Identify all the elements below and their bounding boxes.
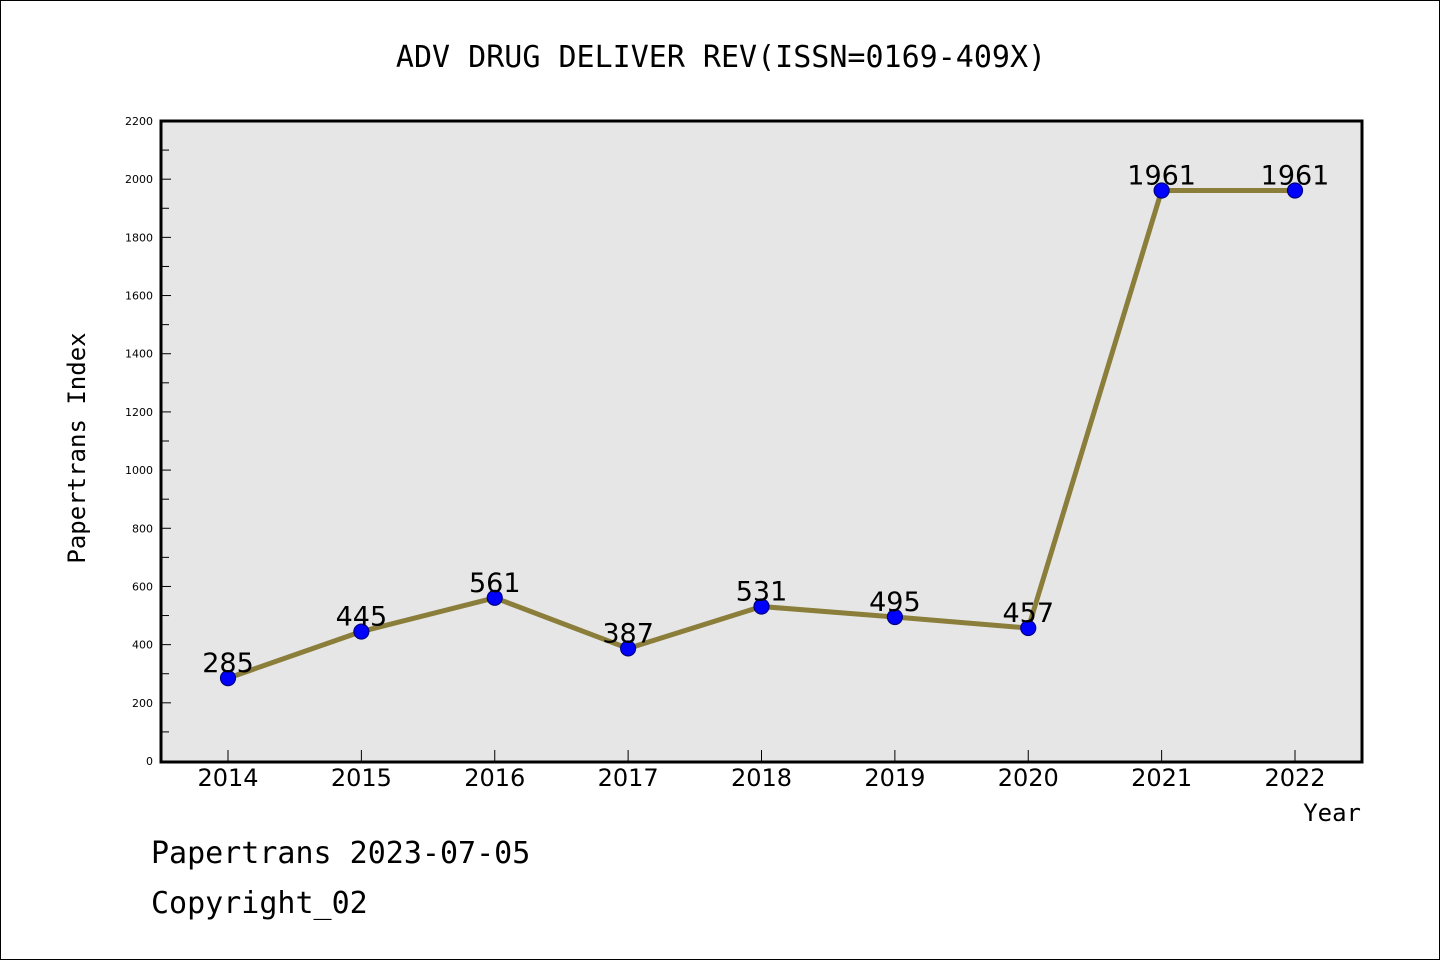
data-labels: 285 445 561 387 531 495 457 1961 1961 <box>202 161 1329 680</box>
x-tick-label: 2014 <box>197 764 258 792</box>
data-point <box>1153 182 1170 199</box>
y-axis: 0 200 400 600 800 1000 1200 1400 1600 1800 2000 220… <box>125 115 171 768</box>
y-tick-label: 0 <box>146 755 153 768</box>
x-axis: 2014 2015 2016 2017 2018 2019 2020 2021 2022 <box>197 750 1326 792</box>
y-axis-label: Papertrans Index <box>63 332 91 563</box>
data-point <box>620 640 637 657</box>
data-label: 387 <box>602 618 654 649</box>
data-point <box>486 589 503 606</box>
series-layer <box>219 182 1304 687</box>
data-label: 445 <box>336 602 388 633</box>
data-point <box>1286 182 1304 199</box>
x-tick-label: 2018 <box>731 764 792 792</box>
y-tick-label: 400 <box>132 639 153 652</box>
y-tick-label: 1000 <box>125 464 153 477</box>
y-tick-label: 2200 <box>125 115 153 128</box>
data-point <box>353 623 370 640</box>
y-tick-label: 200 <box>132 697 153 710</box>
x-axis-label: Year <box>1303 799 1361 827</box>
x-tick-label: 2016 <box>464 764 525 792</box>
x-tick-label: 2022 <box>1264 764 1325 792</box>
data-point <box>219 669 237 687</box>
data-label: 531 <box>736 577 788 608</box>
data-label: 495 <box>869 587 921 618</box>
y-tick-label: 1800 <box>125 231 153 244</box>
data-point <box>753 598 770 615</box>
data-point <box>1020 619 1037 637</box>
footer-date-text: Papertrans 2023-07-05 <box>151 836 531 871</box>
x-tick-label: 2021 <box>1131 764 1192 792</box>
chart-title: ADV DRUG DELIVER REV(ISSN=0169-409X) <box>396 40 1046 75</box>
data-label: 285 <box>202 648 254 679</box>
data-label: 1961 <box>1261 161 1330 192</box>
data-label: 1961 <box>1127 161 1196 192</box>
x-tick-label: 2020 <box>998 764 1059 792</box>
data-label: 457 <box>1002 598 1054 629</box>
x-tick-label: 2015 <box>331 764 392 792</box>
y-tick-label: 600 <box>132 580 153 593</box>
x-tick-label: 2017 <box>598 764 659 792</box>
x-tick-label: 2019 <box>864 764 925 792</box>
footer-copyright-text: Copyright_02 <box>151 886 368 921</box>
plot-area <box>159 119 1364 764</box>
data-label: 561 <box>469 568 521 599</box>
data-point <box>886 608 903 626</box>
y-tick-label: 1400 <box>125 348 153 361</box>
y-tick-label: 1200 <box>125 406 153 419</box>
y-tick-label: 800 <box>132 522 153 535</box>
y-tick-label: 2000 <box>125 173 153 186</box>
y-tick-label: 1600 <box>125 290 153 303</box>
